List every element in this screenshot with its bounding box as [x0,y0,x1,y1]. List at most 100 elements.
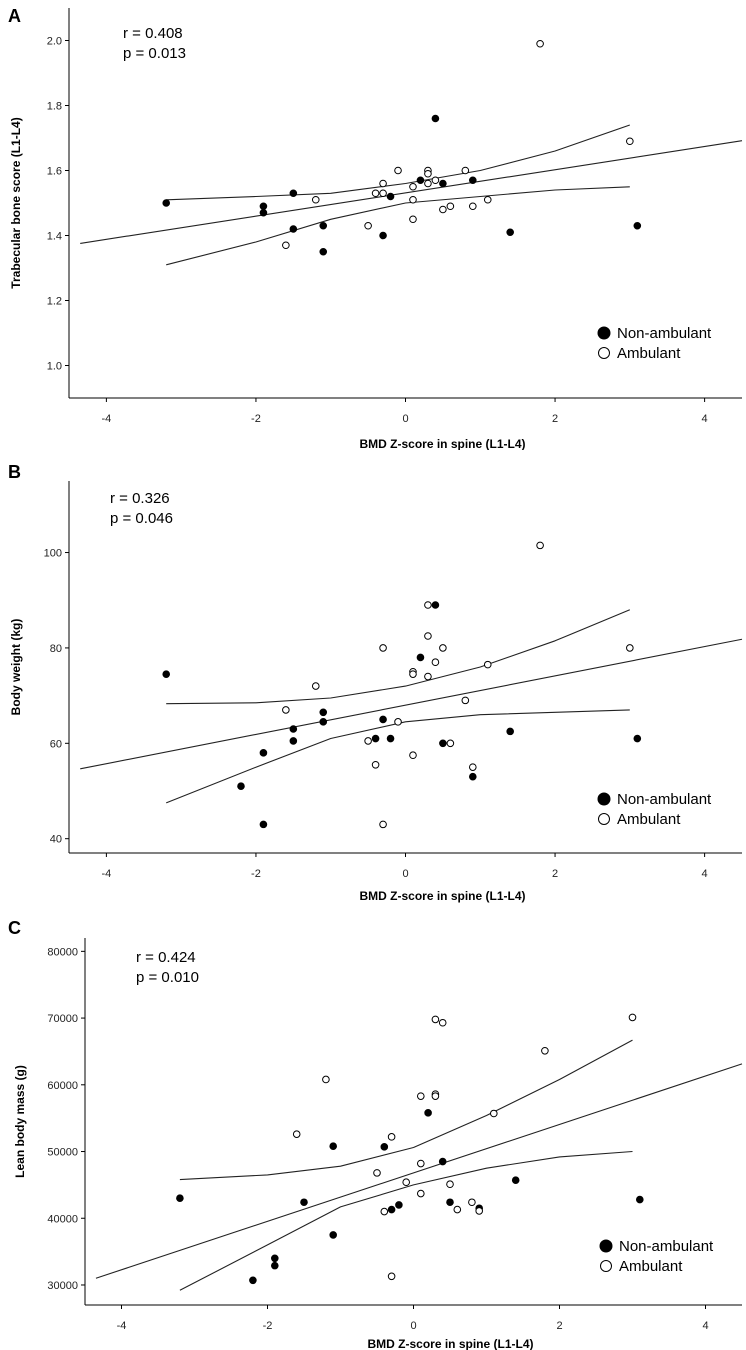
point-non-ambulant [636,1195,644,1204]
y-tick-label: 1.6 [47,166,62,178]
point-ambulant [446,739,455,748]
point-ambulant [292,1130,301,1138]
y-tick-label: 2.0 [47,36,62,48]
legend-marker-filled [597,792,611,806]
x-tick-label: 2 [552,868,558,880]
x-tick-label: 2 [552,413,558,425]
y-tick-label: 60 [50,738,62,750]
x-tick-label: 4 [702,413,708,425]
legend-marker-filled [597,326,611,340]
point-non-ambulant [289,725,298,733]
x-tick-label: 0 [410,1320,416,1332]
point-ambulant [453,1205,462,1214]
point-ambulant [282,241,290,250]
point-ambulant [402,1178,411,1187]
point-non-ambulant [379,231,387,240]
point-ambulant [409,751,417,760]
point-non-ambulant [439,179,447,188]
ci-lower-curve [165,709,630,804]
point-non-ambulant [506,228,514,237]
y-tick-label: 40 [50,834,62,846]
y-tick-label: 1.8 [47,101,62,113]
point-non-ambulant [329,1142,338,1150]
point-ambulant [371,760,380,769]
p-value: p = 0.010 [136,969,199,986]
point-ambulant [387,1133,396,1141]
x-tick-label: -4 [117,1320,127,1332]
point-non-ambulant [424,1109,432,1117]
point-non-ambulant [289,737,298,745]
y-axis-label: Trabecular bone score (L1-L4) [9,117,23,288]
point-ambulant [394,718,402,726]
point-non-ambulant [249,1276,257,1285]
point-ambulant [417,1189,425,1198]
point-non-ambulant [469,176,477,185]
point-ambulant [394,166,402,175]
point-non-ambulant [395,1201,403,1209]
x-tick-label: -4 [101,868,111,880]
point-ambulant [536,541,544,550]
ci-upper-curve [166,609,631,705]
point-non-ambulant [379,715,387,724]
point-ambulant [439,205,447,214]
point-non-ambulant [259,202,268,211]
ci-lower-curve [179,1150,633,1291]
point-ambulant [438,1018,447,1027]
point-non-ambulant [387,1205,396,1214]
point-non-ambulant [380,1143,389,1151]
x-tick-label: 4 [702,868,708,880]
point-ambulant [424,672,432,681]
point-non-ambulant [439,739,447,748]
point-ambulant [373,1169,381,1177]
point-non-ambulant [469,772,477,781]
point-ambulant [311,195,320,204]
point-ambulant [364,221,372,230]
x-axis-label: BMD Z-score in spine (L1-L4) [359,889,525,903]
point-ambulant [431,1092,440,1100]
y-tick-label: 40000 [47,1213,78,1225]
point-non-ambulant [319,708,328,717]
point-non-ambulant [329,1231,338,1239]
panel-c-chart: C 30000 40000 50000 60000 70000 80000 -4 -2 0 2 4 BM… [8,918,743,1350]
point-non-ambulant [506,727,514,736]
point-ambulant [379,820,387,829]
panel-a-chart: A 1.0 1.2 1.4 1.6 1.8 2.0 -4 -2 0 2 4 BMD Z-score in… [8,6,743,450]
ci-upper-curve [179,1039,633,1181]
y-tick-label: 1.0 [47,361,62,373]
point-ambulant [417,1092,425,1100]
x-tick-label: 4 [702,1320,708,1332]
point-ambulant [417,1159,425,1168]
y-tick-label: 30000 [47,1280,78,1292]
regression-line [80,638,743,770]
point-ambulant [371,189,380,198]
point-non-ambulant [633,734,642,743]
point-non-ambulant [289,225,298,233]
y-tick-label: 50000 [47,1147,78,1159]
point-non-ambulant [431,114,440,123]
x-tick-label: -2 [251,868,261,880]
point-non-ambulant [633,221,642,230]
panel-label: B [8,462,21,482]
point-non-ambulant [259,749,268,757]
ci-lower-curve [166,186,630,266]
point-non-ambulant [511,1176,520,1185]
point-non-ambulant [416,653,425,662]
point-ambulant [626,644,634,652]
legend-marker-open [598,813,610,825]
point-ambulant [409,215,417,224]
point-ambulant [431,658,440,667]
y-tick-label: 80000 [47,946,78,958]
point-ambulant [626,137,634,146]
point-non-ambulant [446,1198,454,1207]
p-value: p = 0.046 [110,510,173,527]
point-non-ambulant [319,718,328,726]
y-axis-label: Lean body mass (g) [13,1065,27,1178]
point-ambulant [490,1109,498,1118]
regression-line [80,140,743,244]
point-ambulant [424,169,432,178]
point-ambulant [379,179,387,188]
point-ambulant [431,1015,440,1024]
legend-ambulant: Ambulant [617,345,681,362]
point-non-ambulant [271,1254,279,1263]
r-value: r = 0.408 [123,25,183,42]
